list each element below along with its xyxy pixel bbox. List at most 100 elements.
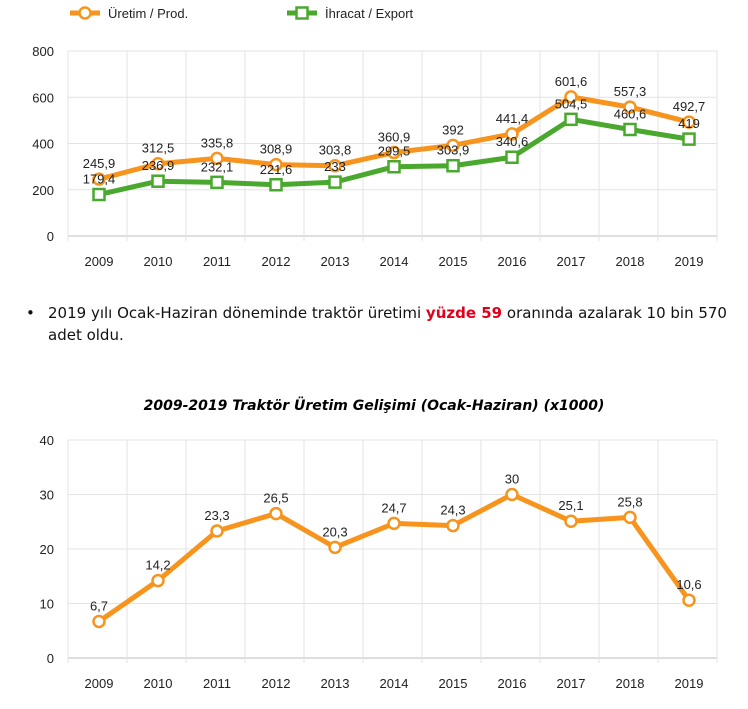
legend-label: İhracat / Export — [325, 6, 414, 21]
data-point-marker — [505, 487, 519, 502]
data-point-marker — [151, 573, 165, 588]
data-label: 30 — [505, 472, 519, 487]
data-point-marker — [328, 175, 342, 189]
x-tick-label: 2014 — [380, 676, 409, 691]
x-tick-label: 2018 — [616, 676, 645, 691]
data-label: 340,6 — [496, 134, 529, 149]
data-point-marker — [387, 159, 401, 174]
chart-tractor-production: 0 10 20 30 40 2009 2010 2011 2012 2013 2014 2015 201… — [40, 433, 718, 691]
data-label: 303,9 — [437, 143, 470, 158]
x-tick-label: 2013 — [321, 254, 350, 269]
data-point-marker — [446, 138, 460, 153]
data-label: 221,6 — [260, 162, 293, 177]
y-tick-label: 400 — [32, 137, 54, 152]
data-label: 25,8 — [617, 494, 642, 509]
data-label: 20,3 — [322, 524, 347, 539]
y-tick-label: 40 — [40, 433, 54, 448]
y-tick-label: 800 — [32, 44, 54, 59]
data-label: 233 — [324, 159, 346, 174]
x-tick-label: 2017 — [557, 676, 586, 691]
data-point-marker — [564, 514, 578, 528]
x-tick-label: 2017 — [557, 254, 586, 269]
data-point-marker — [387, 516, 401, 531]
data-label: 24,7 — [381, 500, 406, 515]
y-tick-label: 200 — [32, 183, 54, 198]
data-label: 236,9 — [142, 158, 175, 173]
data-point-marker — [269, 506, 283, 521]
data-point-marker — [505, 150, 519, 164]
data-label: 504,5 — [555, 96, 588, 111]
data-point-marker — [446, 518, 460, 533]
data-label: 335,8 — [201, 135, 234, 150]
x-tick-label: 2009 — [85, 254, 114, 269]
x-tick-label: 2019 — [675, 676, 704, 691]
data-point-marker — [505, 127, 519, 141]
data-point-marker — [623, 510, 637, 525]
data-point-marker — [210, 524, 224, 538]
data-point-marker — [328, 158, 342, 173]
data-point-marker — [92, 614, 106, 629]
y-tick-label: 20 — [40, 542, 54, 557]
data-point-marker — [328, 540, 342, 555]
data-point-marker — [92, 172, 106, 186]
x-tick-label: 2009 — [85, 676, 114, 691]
legend-label: Üretim / Prod. — [108, 6, 188, 21]
x-tick-label: 2016 — [498, 676, 527, 691]
data-point-marker — [446, 158, 460, 173]
data-point-marker — [269, 178, 283, 192]
x-tick-label: 2019 — [675, 254, 704, 269]
y-tick-label: 0 — [47, 651, 54, 666]
data-point-marker — [682, 132, 696, 146]
data-point-marker — [682, 115, 696, 129]
chart-production-export: 0 200 400 600 800 2009 2010 2011 2012 2013 2014 201… — [32, 6, 718, 269]
x-tick-label: 2014 — [380, 254, 409, 269]
data-point-marker — [387, 145, 401, 160]
y-tick-label: 0 — [47, 229, 54, 244]
data-point-marker — [269, 157, 283, 172]
x-tick-label: 2011 — [203, 254, 231, 269]
data-label: 392 — [442, 122, 464, 137]
data-label: 557,3 — [614, 84, 647, 99]
x-tick-label: 2010 — [144, 254, 173, 269]
bullet-text-after: oranında azalarak 10 bin 570 adet oldu. — [48, 304, 727, 344]
x-tick-label: 2018 — [616, 254, 645, 269]
data-label: 460,6 — [614, 106, 647, 121]
data-label: 23,3 — [204, 508, 229, 523]
data-label: 245,9 — [83, 156, 116, 171]
x-tick-label: 2012 — [262, 254, 291, 269]
data-label: 303,8 — [319, 143, 352, 158]
bullet-point: • — [26, 304, 35, 322]
bullet-text: 2019 yılı Ocak-Haziran döneminde traktör… — [48, 302, 738, 346]
data-label: 419 — [678, 116, 700, 131]
data-label: 24,3 — [440, 503, 465, 518]
data-label: 10,6 — [676, 577, 701, 592]
data-label: 492,7 — [673, 99, 706, 114]
data-label: 14,2 — [145, 558, 170, 573]
data-point-marker — [92, 187, 106, 202]
data-label: 232,1 — [201, 159, 234, 174]
data-label: 25,1 — [558, 498, 583, 513]
data-label: 360,9 — [378, 130, 411, 145]
data-point-marker — [623, 122, 637, 137]
data-label: 308,9 — [260, 142, 293, 157]
data-point-marker — [210, 175, 224, 190]
data-point-marker — [210, 151, 224, 166]
data-label: 26,5 — [263, 491, 288, 506]
data-point-marker — [564, 90, 578, 104]
x-tick-label: 2010 — [144, 676, 173, 691]
data-point-marker — [682, 593, 696, 607]
data-label: 601,6 — [555, 74, 588, 89]
chart-title: 2009-2019 Traktör Üretim Gelişimi (Ocak-… — [143, 398, 605, 414]
y-tick-label: 30 — [40, 488, 54, 503]
y-tick-label: 600 — [32, 90, 54, 105]
bullet-text-before: 2019 yılı Ocak-Haziran döneminde traktör… — [48, 304, 426, 322]
bullet-paragraph: • 2019 yılı Ocak-Haziran döneminde trakt… — [26, 302, 738, 346]
legend-marker — [295, 6, 309, 20]
x-tick-label: 2015 — [439, 254, 468, 269]
y-tick-label: 10 — [40, 597, 54, 612]
data-label: 179,4 — [83, 172, 116, 187]
data-label: 6,7 — [90, 598, 108, 613]
data-point-marker — [151, 156, 165, 171]
data-point-marker — [623, 100, 637, 114]
data-label: 441,4 — [496, 111, 529, 126]
